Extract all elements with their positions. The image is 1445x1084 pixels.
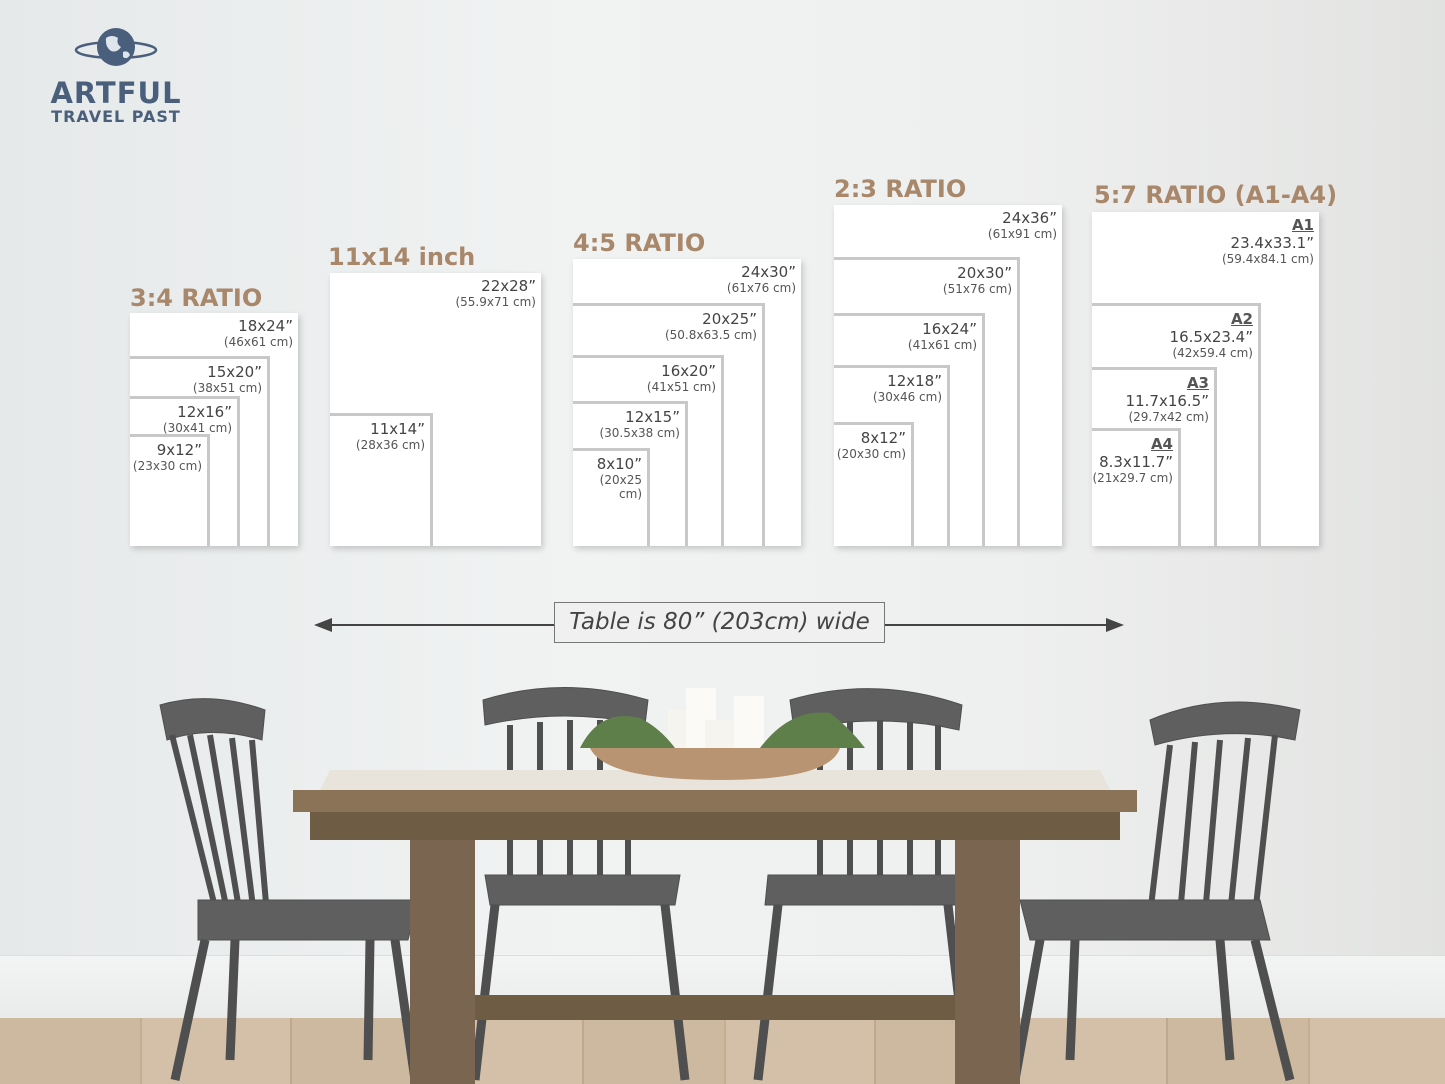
size-inches: 22x28” xyxy=(481,277,536,295)
size-inches: 16x24” xyxy=(922,320,977,338)
size-cm: (41x61 cm) xyxy=(907,338,977,352)
size-inches: 12x15” xyxy=(625,408,680,426)
size-inches: 8x10” xyxy=(596,455,642,473)
size-inches: 11x14” xyxy=(370,420,425,438)
size-cm: (51x76 cm) xyxy=(942,282,1012,296)
size-inches: 9x12” xyxy=(156,441,202,459)
size-inches: 20x25” xyxy=(702,310,757,328)
table-width-label: Table is 80” (203cm) wide xyxy=(554,602,885,643)
size-inches: 23.4x33.1” xyxy=(1230,234,1314,252)
globe-icon xyxy=(74,28,158,66)
size-inches: 15x20” xyxy=(207,363,262,381)
chair-right xyxy=(1010,701,1301,1082)
size-cm: (21x29.7 cm) xyxy=(1092,471,1173,485)
group-label: 3:4 RATIO xyxy=(130,284,263,312)
size-cm: (41x51 cm) xyxy=(646,380,716,394)
size-cm: (59.4x84.1 cm) xyxy=(1221,252,1314,266)
print-size-frame: 9x12” (23x30 cm) xyxy=(130,434,210,546)
size-cm: (20x30 cm) xyxy=(836,447,906,461)
size-cm: (50.8x63.5 cm) xyxy=(664,328,757,342)
group-label: 5:7 RATIO (A1-A4) xyxy=(1094,181,1338,209)
size-cm: (30.5x38 cm) xyxy=(599,426,680,440)
size-cm: (28x36 cm) xyxy=(355,438,425,452)
size-inches: 8.3x11.7” xyxy=(1099,453,1173,471)
size-cm: (61x76 cm) xyxy=(726,281,796,295)
size-cm: (30x41 cm) xyxy=(162,421,232,435)
size-cm: (23x30 cm) xyxy=(132,459,202,473)
chair-left xyxy=(159,698,420,1081)
print-size-frame: 11x14” (28x36 cm) xyxy=(330,413,433,546)
size-cm: (61x91 cm) xyxy=(987,227,1057,241)
size-cm: (46x61 cm) xyxy=(223,335,293,349)
print-size-frame: A4 8.3x11.7” (21x29.7 cm) xyxy=(1092,428,1181,546)
arrow-left-icon xyxy=(314,618,332,632)
size-inches: 24x36” xyxy=(1002,209,1057,227)
size-cm: (42x59.4 cm) xyxy=(1172,346,1253,360)
size-cm: (20x25 cm) xyxy=(599,473,642,502)
print-size-frame: 8x10” (20x25 cm) xyxy=(573,448,650,546)
size-inches: 20x30” xyxy=(957,264,1012,282)
arrow-right-icon xyxy=(1106,618,1124,632)
size-inches: 16x20” xyxy=(661,362,716,380)
size-cm: (38x51 cm) xyxy=(192,381,262,395)
paper-size-label: A4 xyxy=(1150,435,1173,453)
size-inches: 12x16” xyxy=(177,403,232,421)
size-inches: 24x30” xyxy=(741,263,796,281)
paper-size-label: A3 xyxy=(1186,374,1209,392)
size-inches: 18x24” xyxy=(238,317,293,335)
group-label: 4:5 RATIO xyxy=(573,229,706,257)
size-cm: (30x46 cm) xyxy=(872,390,942,404)
size-cm: (55.9x71 cm) xyxy=(455,295,536,309)
logo: ARTFUL TRAVEL PAST xyxy=(36,26,196,126)
group-label: 11x14 inch xyxy=(328,243,476,271)
dining-table xyxy=(293,770,1137,1084)
print-size-frame: 8x12” (20x30 cm) xyxy=(834,422,914,546)
size-inches: 16.5x23.4” xyxy=(1169,328,1253,346)
size-inches: 8x12” xyxy=(860,429,906,447)
size-inches: 12x18” xyxy=(887,372,942,390)
size-inches: 11.7x16.5” xyxy=(1125,392,1209,410)
size-cm: (29.7x42 cm) xyxy=(1128,410,1209,424)
group-label: 2:3 RATIO xyxy=(834,175,967,203)
centerpiece xyxy=(580,688,865,780)
paper-size-label: A1 xyxy=(1291,216,1314,234)
wood-floor xyxy=(0,1018,1445,1084)
paper-size-label: A2 xyxy=(1230,310,1253,328)
